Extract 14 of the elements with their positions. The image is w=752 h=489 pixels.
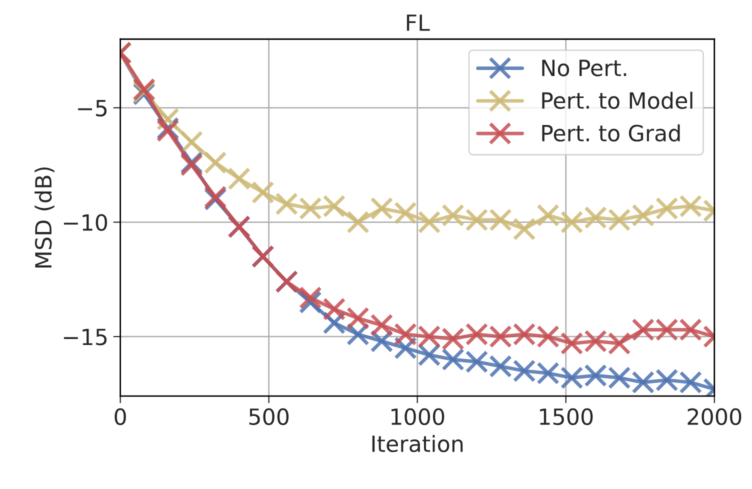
x-tick-label: 1500 bbox=[540, 408, 593, 426]
x-tick-label: 0 bbox=[114, 408, 126, 426]
y-tick-label: −5 bbox=[78, 100, 107, 117]
legend-label: Pert. to Model bbox=[542, 92, 692, 109]
x-tick-label: 2000 bbox=[688, 408, 742, 426]
y-tick-label: −10 bbox=[64, 214, 108, 231]
y-axis-title: MSD (dB) bbox=[34, 167, 54, 268]
x-tick-label: 1000 bbox=[392, 408, 444, 426]
legend-label: No Pert. bbox=[542, 60, 626, 76]
legend-label: Pert. to Grad bbox=[542, 124, 680, 142]
chart-title: FL bbox=[406, 14, 430, 31]
x-tick-label: 500 bbox=[249, 408, 289, 426]
y-tick-label: −15 bbox=[64, 328, 107, 346]
x-axis-title: Iteration bbox=[372, 434, 463, 452]
